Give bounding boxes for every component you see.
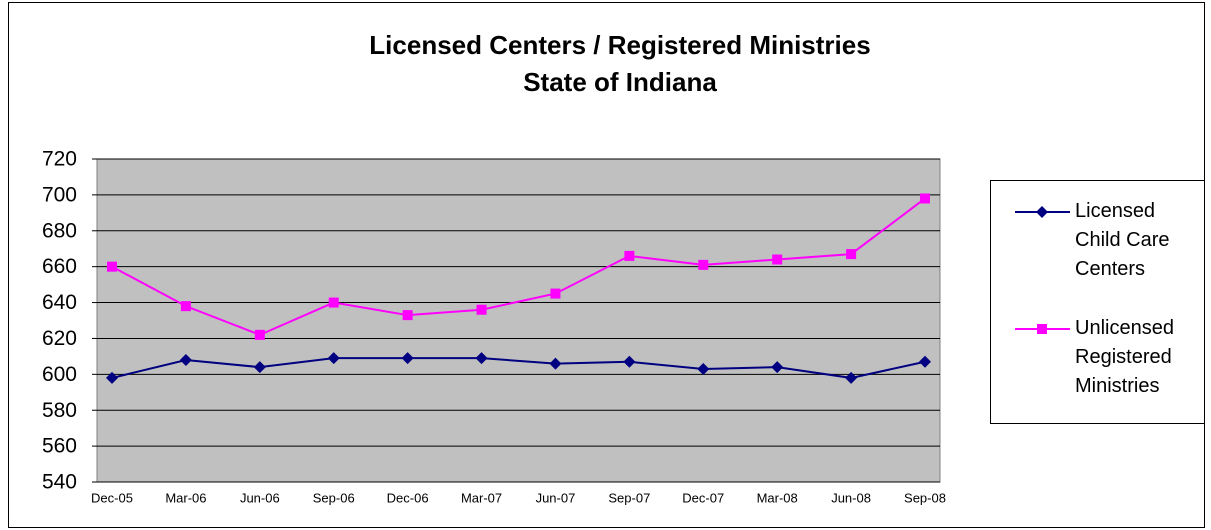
marker bbox=[845, 371, 858, 384]
marker bbox=[919, 355, 931, 368]
marker bbox=[107, 261, 117, 272]
marker bbox=[846, 249, 857, 260]
y-tick-label: 560 bbox=[42, 435, 77, 458]
marker bbox=[402, 310, 413, 321]
marker bbox=[920, 193, 930, 204]
y-tick-label: 700 bbox=[42, 183, 77, 206]
marker bbox=[624, 250, 635, 261]
chart-subtitle: State of Indiana bbox=[523, 67, 717, 97]
y-tick-label: 620 bbox=[42, 327, 77, 350]
x-tick-label: Dec-05 bbox=[91, 490, 133, 505]
marker bbox=[697, 362, 710, 375]
marker bbox=[698, 259, 709, 270]
y-tick-label: 640 bbox=[42, 291, 77, 314]
marker bbox=[328, 297, 339, 308]
marker bbox=[1037, 324, 1047, 334]
plot-area bbox=[96, 158, 941, 483]
marker bbox=[623, 355, 636, 368]
x-tick-label: Jun-07 bbox=[536, 490, 576, 505]
legend-label-box: Unlicensed Registered Ministries bbox=[1075, 317, 1174, 397]
marker bbox=[772, 254, 783, 265]
marker bbox=[476, 304, 487, 315]
marker bbox=[550, 288, 561, 299]
marker bbox=[254, 329, 265, 340]
marker bbox=[180, 301, 191, 312]
x-tick-label: Jun-06 bbox=[240, 490, 280, 505]
marker bbox=[253, 361, 266, 374]
x-tick-label: Jun-08 bbox=[831, 490, 871, 505]
marker bbox=[401, 352, 414, 365]
x-tick-label: Dec-07 bbox=[682, 490, 724, 505]
marker bbox=[549, 357, 562, 370]
x-tick-label: Sep-07 bbox=[608, 490, 650, 505]
marker bbox=[106, 371, 118, 384]
marker bbox=[179, 353, 192, 366]
legend-label: Unlicensed Registered Ministries bbox=[1075, 317, 1174, 397]
marker bbox=[771, 361, 784, 374]
x-tick-label: Sep-06 bbox=[313, 490, 355, 505]
y-tick-label: 600 bbox=[42, 363, 77, 386]
x-tick-label: Dec-06 bbox=[387, 490, 429, 505]
series-line bbox=[111, 357, 926, 379]
y-tick-label: 680 bbox=[42, 219, 77, 242]
x-tick-label: Mar-08 bbox=[757, 490, 798, 505]
x-tick-label: Mar-07 bbox=[461, 490, 502, 505]
y-tick-label: 540 bbox=[42, 471, 77, 494]
marker bbox=[1036, 206, 1048, 218]
y-tick-label: 720 bbox=[42, 148, 77, 171]
series-line bbox=[111, 197, 926, 336]
legend-label: Licensed Child Care Centers bbox=[1075, 200, 1170, 280]
legend-box bbox=[990, 180, 1205, 424]
y-tick-label: 660 bbox=[42, 255, 77, 278]
marker bbox=[475, 352, 488, 365]
y-tick-label: 580 bbox=[42, 399, 77, 422]
legend-label-box: Licensed Child Care Centers bbox=[1075, 200, 1170, 280]
marker bbox=[327, 352, 340, 365]
x-tick-label: Sep-08 bbox=[904, 490, 946, 505]
x-tick-label: Mar-06 bbox=[165, 490, 206, 505]
chart-title: Licensed Centers / Registered Ministries bbox=[369, 30, 870, 60]
